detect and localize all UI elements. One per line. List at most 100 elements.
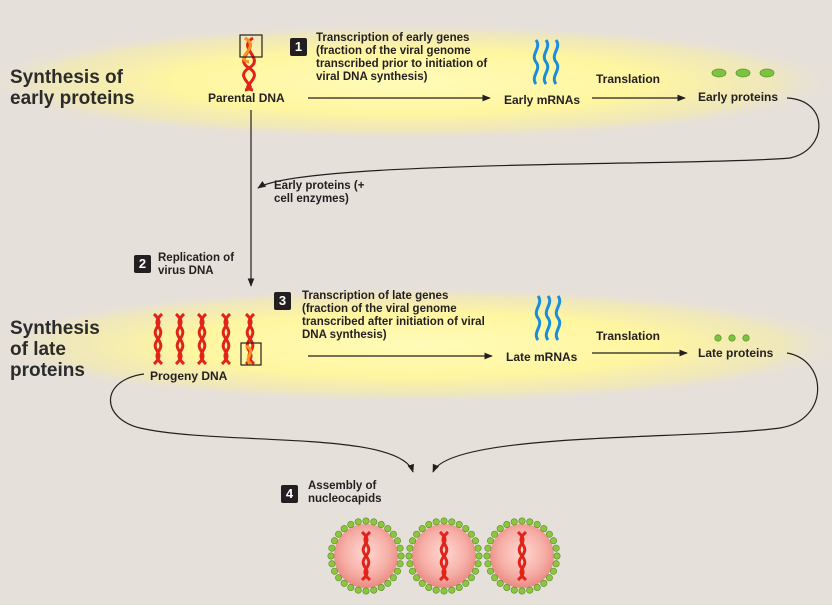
capsomer	[471, 567, 479, 575]
label-translation-late: Translation	[596, 329, 661, 343]
capsomer	[496, 525, 504, 533]
capsomer	[354, 586, 362, 594]
capsomer	[467, 530, 475, 538]
label-progeny-dna: Progeny DNA	[150, 369, 228, 383]
capsomer	[432, 586, 440, 594]
capsomer	[549, 537, 557, 545]
capsomer	[467, 574, 475, 582]
label-early-proteins: Early proteins	[698, 90, 779, 104]
label-translation-early: Translation	[596, 72, 661, 86]
early-synthesis-glow	[0, 24, 832, 140]
progeny-dna-highlight-box	[240, 342, 262, 366]
parental-dna-icon	[239, 34, 263, 92]
label-early-proteins-enzymes: Early proteins (+ cell enzymes)	[274, 180, 365, 205]
capsomer	[384, 579, 392, 587]
capsomer	[503, 520, 511, 528]
nucleocapsids	[327, 517, 561, 595]
capsomer	[328, 560, 336, 568]
capsomer	[540, 525, 548, 533]
late-mrna-icon	[534, 295, 562, 341]
capsomer	[440, 517, 448, 525]
capsomer	[474, 544, 482, 552]
capsomer	[340, 525, 348, 533]
nucleocapsid	[327, 517, 405, 595]
capsomer	[518, 587, 526, 595]
capsomer	[486, 567, 494, 575]
step-text-4: Assembly of nucleocapids	[308, 480, 382, 505]
step-text-3: Transcription of late genes (fraction of…	[302, 290, 485, 341]
capsomer	[408, 537, 416, 545]
capsomer	[552, 544, 560, 552]
late-proteins-icon	[714, 334, 750, 342]
capsomer	[393, 567, 401, 575]
capsomer	[328, 544, 336, 552]
capsomer	[396, 544, 404, 552]
capsomer	[340, 579, 348, 587]
capsomer	[330, 567, 338, 575]
capsomer	[406, 544, 414, 552]
capsomer	[354, 518, 362, 526]
capsomer	[533, 583, 541, 591]
step-badge-3: 3	[274, 292, 291, 310]
capsomer	[455, 520, 463, 528]
capsomer	[389, 530, 397, 538]
step-text-1: Transcription of early genes (fraction o…	[316, 32, 488, 83]
capsomer	[396, 560, 404, 568]
capsomer	[440, 587, 448, 595]
capsomer	[397, 552, 405, 560]
capsomer	[406, 560, 414, 568]
capsomer	[455, 583, 463, 591]
nucleocapsid	[405, 517, 483, 595]
capsomer	[393, 537, 401, 545]
capsomer	[491, 574, 499, 582]
capsomer	[425, 520, 433, 528]
step-badge-2: 2	[134, 255, 151, 273]
capsomer	[462, 579, 470, 587]
capsomer	[327, 552, 335, 560]
capsomer	[549, 567, 557, 575]
capsid-dna-strand	[438, 530, 450, 582]
arrow-early-proteins-return	[257, 97, 820, 189]
progeny-dna-strand	[174, 312, 186, 366]
capsomer	[448, 518, 456, 526]
progeny-dna-strand	[220, 312, 232, 366]
capsomer	[384, 525, 392, 533]
capsomer	[370, 518, 378, 526]
capsomer	[553, 552, 561, 560]
capsomer	[370, 586, 378, 594]
capsomer	[475, 552, 483, 560]
capsomer	[362, 517, 370, 525]
nucleocapsid	[483, 517, 561, 595]
progeny-dna-strand	[152, 312, 164, 366]
capsomer	[510, 518, 518, 526]
capsomer	[413, 574, 421, 582]
capsomer	[335, 574, 343, 582]
early-proteins-icon	[711, 68, 775, 78]
capsomer	[545, 530, 553, 538]
capsomer	[484, 544, 492, 552]
capsomer	[483, 552, 491, 560]
progeny-dna-icon	[152, 312, 256, 366]
capsomer	[545, 574, 553, 582]
capsomer	[471, 537, 479, 545]
arrow-late-proteins-to-assembly	[432, 352, 819, 473]
label-late-proteins: Late proteins	[698, 346, 774, 360]
progeny-dna-strand	[196, 312, 208, 366]
capsomer	[377, 583, 385, 591]
label-early-mrnas: Early mRNAs	[504, 93, 581, 107]
capsomer	[362, 587, 370, 595]
capsomer	[462, 525, 470, 533]
arrow-progeny-to-assembly	[109, 373, 414, 473]
capsomer	[418, 579, 426, 587]
capsomer	[389, 574, 397, 582]
capsomer	[486, 537, 494, 545]
capsomer	[335, 530, 343, 538]
capsomer	[405, 552, 413, 560]
capsomer	[448, 586, 456, 594]
capsomer	[347, 583, 355, 591]
section-title-late: Synthesis of late proteins	[10, 318, 100, 381]
step-badge-1: 1	[290, 38, 307, 56]
capsomer	[413, 530, 421, 538]
